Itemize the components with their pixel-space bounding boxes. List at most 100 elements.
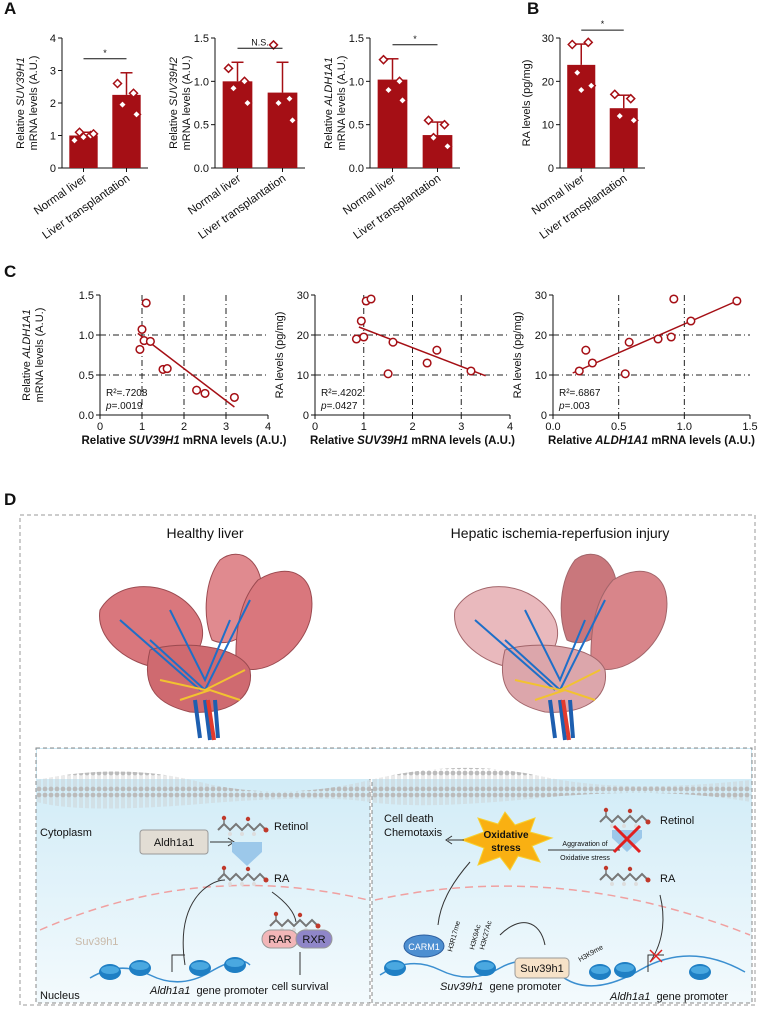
data-point bbox=[686, 316, 696, 326]
data-point bbox=[112, 78, 123, 89]
y-axis-label: mRNA levels (A.U.) bbox=[34, 308, 46, 403]
data-point bbox=[200, 388, 210, 398]
y-axis-label: Relative SUV39H1 bbox=[15, 57, 27, 149]
stat-label: p=.0427 bbox=[320, 401, 358, 412]
gene-name: SUV39H2 bbox=[168, 57, 180, 106]
data-point bbox=[145, 336, 155, 346]
bar bbox=[567, 64, 596, 168]
data-point bbox=[131, 109, 142, 120]
label-text: mRNA levels (A.U.) bbox=[651, 435, 755, 447]
data-point bbox=[273, 97, 284, 109]
label-text: Relative bbox=[548, 435, 592, 447]
data-point bbox=[284, 93, 295, 104]
fit-line bbox=[358, 326, 486, 377]
label-text: Relative bbox=[21, 361, 33, 401]
gene-name: SUV39H1 bbox=[129, 435, 180, 447]
y-tick-label: 0 bbox=[303, 410, 309, 422]
nucleosome bbox=[99, 964, 121, 980]
data-point bbox=[366, 294, 376, 304]
significance-label: * bbox=[601, 19, 605, 29]
x-tick-label: 2 bbox=[409, 421, 415, 433]
molecule-label: RA bbox=[660, 873, 676, 885]
diagram-title: Healthy liver bbox=[166, 525, 243, 541]
y-axis-label: RA levels (pg/mg) bbox=[274, 312, 286, 399]
label-text: Relative bbox=[15, 109, 27, 149]
data-point bbox=[572, 67, 583, 78]
diagram-title: Hepatic ischemia-reperfusion injury bbox=[451, 525, 670, 541]
x-tick-label: 1.0 bbox=[677, 421, 692, 433]
x-tick-label: 1 bbox=[139, 421, 145, 433]
data-point bbox=[614, 110, 625, 122]
y-axis-label: RA levels (pg/mg) bbox=[521, 60, 533, 147]
diagram-frame bbox=[19, 514, 756, 1006]
data-point bbox=[442, 141, 453, 152]
data-point bbox=[192, 385, 202, 395]
enzyme-label: Aldh1a1 bbox=[154, 837, 194, 849]
data-point bbox=[117, 99, 128, 110]
nucleosome bbox=[129, 960, 151, 976]
data-point bbox=[268, 39, 279, 50]
decoration bbox=[159, 669, 246, 701]
data-point bbox=[378, 54, 389, 65]
region-label: Nucleus bbox=[40, 990, 80, 1002]
y-tick-label: 4 bbox=[50, 33, 56, 45]
panel-label: D bbox=[4, 490, 16, 509]
stat-label: p=.003 bbox=[558, 401, 590, 412]
nucleosome bbox=[689, 964, 711, 980]
y-axis-label: Relative SUV39H2 bbox=[168, 57, 180, 149]
gene-name: ALDH1A1 bbox=[323, 57, 335, 107]
receptor bbox=[295, 929, 333, 949]
data-point bbox=[69, 135, 80, 146]
stress-label: stress bbox=[491, 843, 521, 854]
data-point bbox=[567, 39, 578, 50]
gene-name: Aldh1a1 bbox=[149, 985, 190, 997]
data-point bbox=[397, 95, 408, 106]
y-tick-label: 0 bbox=[548, 163, 554, 175]
carm1 bbox=[403, 934, 445, 958]
receptor-label: RAR bbox=[268, 934, 291, 946]
molecule-label: RA bbox=[274, 873, 290, 885]
nucleosome bbox=[189, 960, 211, 976]
protein-label: CARM1 bbox=[408, 942, 440, 952]
stress-burst bbox=[460, 811, 554, 871]
stat-label: p=.0019 bbox=[105, 401, 143, 412]
x-tick-label: 0.0 bbox=[545, 421, 560, 433]
gene-name: SUV39H1 bbox=[15, 57, 27, 106]
data-point bbox=[439, 119, 450, 130]
label-text: Relative bbox=[323, 109, 335, 149]
label-text: mRNA levels (A.U.) bbox=[411, 435, 515, 447]
data-point bbox=[162, 364, 172, 374]
y-tick-label: 30 bbox=[542, 33, 554, 45]
stat-value: =.0019 bbox=[112, 401, 143, 412]
conversion-arrow bbox=[232, 842, 262, 866]
data-point bbox=[141, 298, 151, 308]
membrane bbox=[37, 767, 751, 809]
outcome-label: Chemotaxis bbox=[384, 827, 443, 839]
stat-symbol: p bbox=[105, 401, 112, 412]
significance-label: * bbox=[103, 48, 107, 58]
nucleosome bbox=[614, 962, 636, 978]
block-mark bbox=[612, 824, 642, 854]
nucleosome bbox=[589, 964, 611, 980]
y-axis-label: mRNA levels (A.U.) bbox=[336, 56, 348, 151]
gene-name: Suv39h1 bbox=[440, 981, 483, 993]
y-tick-label: 0.5 bbox=[79, 370, 94, 382]
data-point bbox=[287, 115, 298, 126]
promoter-text: gene promoter bbox=[196, 985, 268, 997]
stat-symbol: p bbox=[320, 401, 327, 412]
data-point bbox=[351, 334, 361, 344]
data-point bbox=[359, 332, 369, 342]
y-tick-label: 1.5 bbox=[349, 33, 364, 45]
y-tick-label: 0.0 bbox=[79, 410, 94, 422]
protein-box bbox=[514, 957, 570, 979]
arrow bbox=[499, 922, 546, 946]
decoration bbox=[146, 644, 251, 713]
data-point bbox=[432, 345, 442, 355]
y-tick-label: 1.0 bbox=[194, 76, 209, 88]
data-point bbox=[128, 88, 139, 99]
stat-value: =.003 bbox=[565, 401, 591, 412]
data-point bbox=[576, 84, 587, 96]
data-point bbox=[428, 132, 439, 143]
liver-injured bbox=[454, 553, 668, 741]
data-point bbox=[239, 76, 250, 87]
